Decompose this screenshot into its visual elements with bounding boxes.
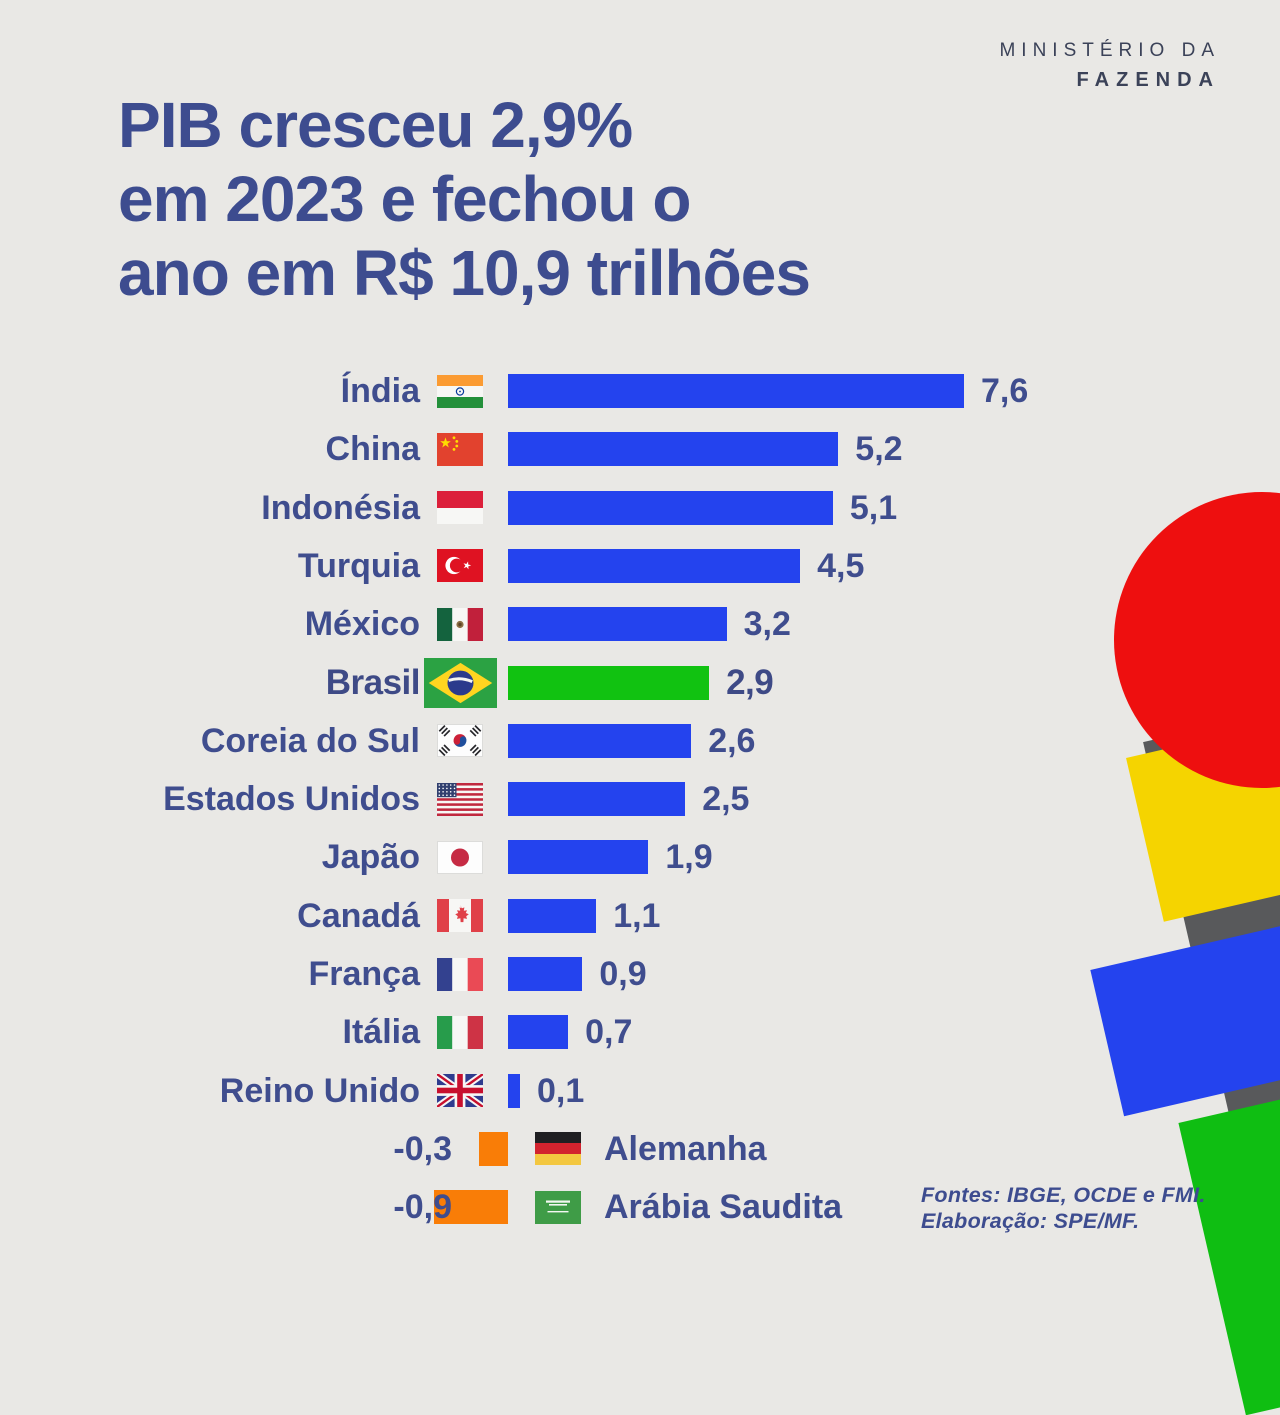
- chart-row-italy: Itália 0,7: [0, 1003, 1280, 1061]
- flag-germany-icon: [535, 1132, 581, 1166]
- value-bar: [508, 1073, 520, 1108]
- chart-row-uk: Reino Unido 0,1: [0, 1062, 1280, 1120]
- title-line-1: PIB cresceu 2,9%: [118, 89, 633, 161]
- value-label: 7,6: [981, 372, 1029, 410]
- chart-row-canada: Canadá 1,1: [0, 887, 1280, 945]
- value-bar: [508, 723, 692, 758]
- country-label: França: [308, 955, 421, 993]
- value-label: 4,5: [817, 546, 865, 585]
- value-bar: [508, 840, 649, 875]
- flag-south-korea-icon: [437, 724, 483, 758]
- flag-france-icon: [437, 957, 483, 991]
- flag-uk-icon: [437, 1074, 483, 1108]
- flag-brazil-icon: [423, 657, 497, 708]
- value-label: -0,3: [393, 1129, 452, 1168]
- chart-row-china: China 5,2: [0, 420, 1280, 478]
- country-label: Alemanha: [604, 1129, 767, 1168]
- chart-row-japan: Japão 1,9: [0, 828, 1280, 886]
- flag-usa-icon: [437, 782, 483, 816]
- chart-row-saudi-arabia: Arábia Saudita -0,9: [0, 1178, 1280, 1236]
- value-bar: [508, 432, 839, 467]
- country-label: Itália: [342, 1013, 420, 1052]
- value-label: 2,9: [726, 662, 774, 702]
- ministry-wordmark-line2: FAZENDA: [1076, 69, 1220, 91]
- flag-italy-icon: [437, 1015, 483, 1049]
- chart-row-germany: Alemanha -0,3: [0, 1120, 1280, 1178]
- value-label: 5,2: [855, 430, 903, 469]
- sources-line-1: Fontes: IBGE, OCDE e FMI.: [921, 1183, 1206, 1207]
- value-bar: [508, 957, 583, 991]
- chart-row-india: Índia 7,6: [0, 362, 1280, 420]
- value-label: 1,1: [613, 896, 661, 935]
- ministry-wordmark: MINISTÉRIO DA FAZENDA: [999, 40, 1220, 92]
- value-label: 2,5: [702, 780, 750, 819]
- title-line-2: em 2023 e fechou o: [118, 163, 691, 235]
- value-label: 1,9: [665, 838, 713, 877]
- flag-mexico-icon: [437, 607, 483, 641]
- value-bar: [508, 898, 597, 933]
- value-label: -0,9: [393, 1188, 452, 1227]
- chart-row-usa: Estados Unidos 2,5: [0, 770, 1280, 828]
- value-bar: [508, 607, 727, 642]
- flag-japan-icon: [437, 840, 483, 874]
- value-bar: [508, 490, 833, 525]
- flag-canada-icon: [437, 899, 483, 933]
- value-bar: [508, 782, 686, 817]
- country-label: Estados Unidos: [163, 780, 420, 819]
- country-label: Japão: [321, 838, 420, 877]
- value-label: 0,9: [599, 955, 647, 993]
- sources-note: Fontes: IBGE, OCDE e FMI. Elaboração: SP…: [921, 1182, 1206, 1234]
- chart-row-turkey: Turquia 4,5: [0, 537, 1280, 595]
- chart-row-france: França 0,9: [0, 945, 1280, 1003]
- value-label: 0,1: [537, 1071, 585, 1110]
- gdp-growth-bar-chart: Índia 7,6 China 5,2 Indonésia 5,1 Turquia 4,5 Mé…: [0, 362, 1280, 1236]
- value-label: 5,1: [849, 488, 898, 527]
- sources-line-2: Elaboração: SPE/MF.: [921, 1209, 1140, 1233]
- chart-row-brazil: Brasil 2,9: [0, 654, 1280, 712]
- chart-row-south-korea: Coreia do Sul 2,6: [0, 712, 1280, 770]
- country-label: Arábia Saudita: [604, 1188, 843, 1227]
- flag-saudi-arabia-icon: [535, 1190, 581, 1224]
- country-label: Reino Unido: [219, 1071, 420, 1110]
- value-label: 0,7: [585, 1013, 633, 1052]
- value-label: 3,2: [743, 605, 791, 644]
- value-bar: [433, 1190, 508, 1225]
- flag-india-icon: [437, 374, 483, 408]
- value-bar: [508, 548, 801, 583]
- flag-china-icon: [437, 432, 483, 466]
- page-title: PIB cresceu 2,9% em 2023 e fechou o ano …: [118, 88, 811, 310]
- value-bar: [508, 665, 710, 700]
- value-bar: [508, 1015, 569, 1050]
- ministry-wordmark-line1: MINISTÉRIO DA: [999, 40, 1220, 61]
- value-bar: [478, 1131, 508, 1166]
- country-label: Turquia: [297, 546, 420, 585]
- country-label: Indonésia: [261, 488, 420, 527]
- country-label: México: [304, 605, 420, 644]
- flag-turkey-icon: [437, 549, 483, 583]
- chart-row-mexico: México 3,2: [0, 595, 1280, 653]
- country-label: Coreia do Sul: [200, 721, 420, 760]
- country-label: Canadá: [297, 896, 420, 935]
- country-label: Índia: [340, 372, 420, 410]
- flag-indonesia-icon: [437, 491, 483, 525]
- title-line-3: ano em R$ 10,9 trilhões: [118, 237, 811, 309]
- country-label: China: [325, 430, 420, 469]
- value-bar: [508, 374, 964, 408]
- country-label: Brasil: [325, 662, 421, 702]
- value-label: 2,6: [708, 721, 756, 760]
- chart-row-indonesia: Indonésia 5,1: [0, 479, 1280, 537]
